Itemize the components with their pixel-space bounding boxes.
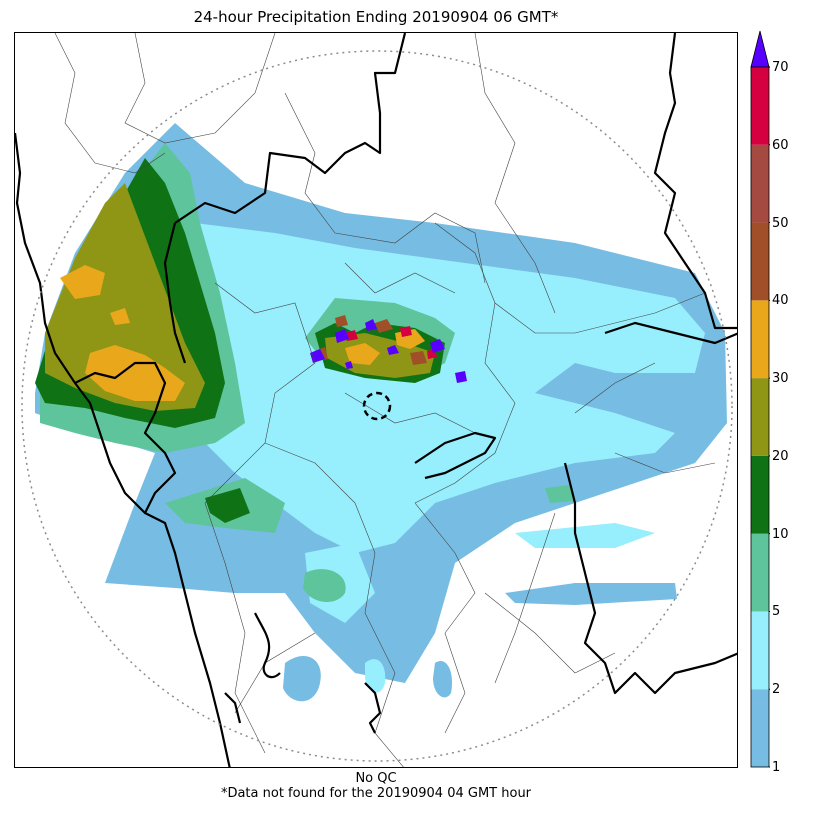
colorbar-swatch <box>751 378 769 456</box>
state-boundaries <box>15 33 737 767</box>
colorbar-tick-label: 30 <box>772 371 789 387</box>
radar-range-ring <box>21 50 733 762</box>
colorbar-extend-arrow <box>750 30 770 68</box>
colorbar-tick-label: 40 <box>772 293 789 309</box>
colorbar <box>750 30 825 775</box>
colorbar-swatches <box>750 30 770 768</box>
colorbar-tick-label: 10 <box>772 526 789 542</box>
colorbar-swatch <box>751 689 769 767</box>
colorbar-tick-label: 70 <box>772 60 789 75</box>
map-title: 24-hour Precipitation Ending 20190904 06… <box>193 8 559 26</box>
colorbar-swatch <box>751 144 769 223</box>
radar-map-canvas <box>15 33 737 767</box>
colorbar-tick-label: 50 <box>772 215 789 231</box>
colorbar-tick-label: 1 <box>772 760 781 775</box>
precip-layer-2-5 <box>165 223 705 693</box>
precipitation-map <box>14 32 738 768</box>
precip-layer-over-70 <box>310 319 467 383</box>
colorbar-tick-label: 5 <box>772 604 781 620</box>
colorbar-swatch <box>751 67 769 145</box>
colorbar-swatch <box>751 533 769 612</box>
precip-layer-30-40 <box>60 265 425 401</box>
colorbar-tick-label: 20 <box>772 448 789 464</box>
colorbar-tick-label: 60 <box>772 137 789 153</box>
colorbar-swatch <box>751 611 769 690</box>
colorbar-swatch <box>751 300 769 379</box>
radar-site-marker <box>362 391 392 421</box>
colorbar-tick-label: 2 <box>772 682 781 698</box>
colorbar-swatch <box>751 222 769 301</box>
qc-note: No QC <box>355 771 397 786</box>
missing-data-note: *Data not found for the 20190904 04 GMT … <box>220 786 532 801</box>
district-boundaries <box>54 33 716 767</box>
colorbar-swatch <box>751 455 769 534</box>
colorbar-frame <box>750 66 770 768</box>
